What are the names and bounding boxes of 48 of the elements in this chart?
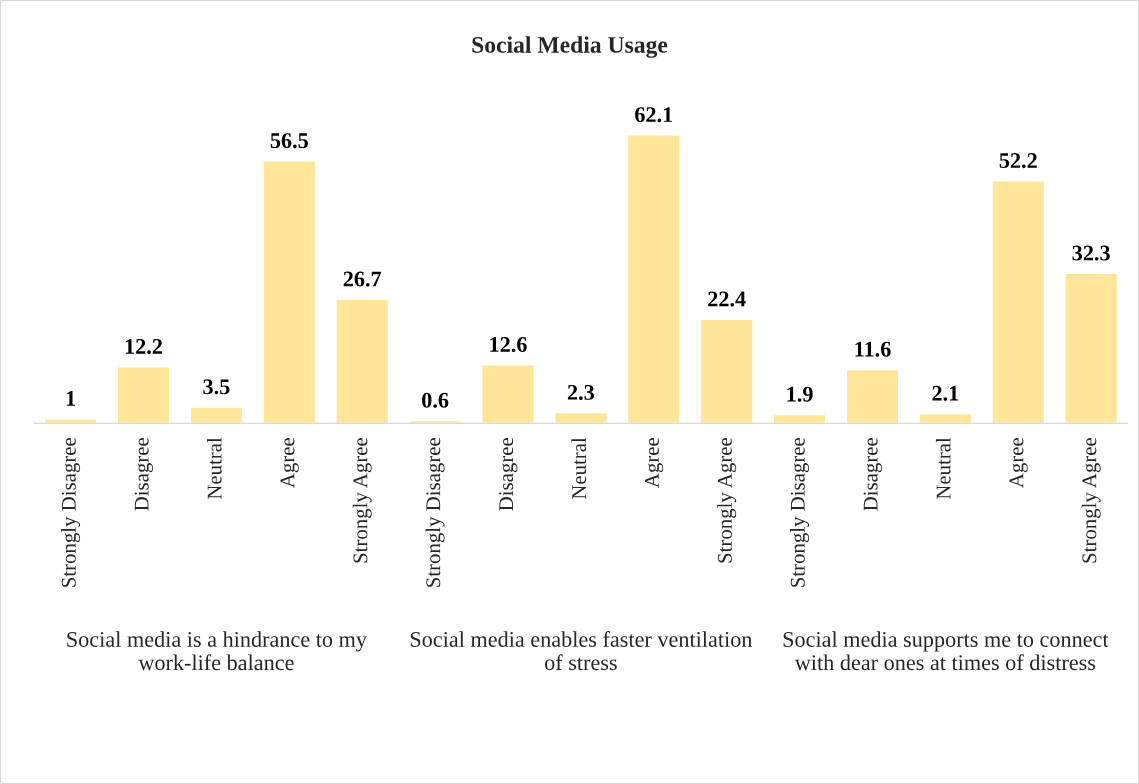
x-tick-label: Strongly Agree: [1081, 437, 1101, 563]
bar: [845, 368, 900, 424]
bar: [481, 364, 535, 424]
data-label: 0.6: [422, 392, 449, 408]
text: Social media is a hindrance to my work-life balance: [67, 631, 367, 671]
bar: [772, 413, 827, 424]
bar: [699, 318, 754, 424]
data-label: 12.2: [125, 338, 162, 354]
data-label: 62.1: [635, 107, 673, 123]
bar: [626, 134, 681, 424]
bar: [335, 298, 390, 424]
x-tick-label: Agree: [280, 437, 299, 488]
x-tick-label: Agree: [644, 437, 664, 488]
x-tick-label: Neutral: [935, 437, 951, 500]
bar: [1064, 272, 1119, 424]
x-tick-label: Strongly Agree: [352, 437, 372, 563]
bar: [553, 411, 608, 424]
x-tick-label: Strongly Disagree: [425, 437, 445, 587]
data-label: 11.6: [855, 341, 891, 357]
x-tick-label: Neutral: [206, 437, 222, 500]
bar: [189, 406, 244, 424]
bar: [116, 365, 171, 424]
x-tick-label: Disagree: [863, 437, 882, 511]
data-label: 1: [66, 390, 76, 406]
data-label: 26.7: [343, 271, 382, 287]
bar: [262, 160, 317, 424]
data-label: 1.9: [787, 386, 813, 402]
x-tick-label: Disagree: [499, 437, 518, 511]
text: Social media enables faster ventilation of stress: [410, 631, 753, 671]
bar: [991, 180, 1046, 424]
x-tick-label: Neutral: [571, 437, 587, 500]
text: Social media supports me to connect with dear ones at times of distress: [783, 631, 1109, 671]
x-tick-label: Disagree: [134, 437, 153, 511]
bar: [918, 412, 973, 424]
data-label: 2.3: [567, 384, 595, 400]
data-label: 3.5: [203, 379, 230, 395]
chart-title: Social Media Usage: [472, 36, 668, 58]
data-label: 52.2: [999, 153, 1037, 169]
data-label: 32.3: [1072, 245, 1110, 261]
x-tick-label: Strongly Agree: [717, 437, 737, 563]
data-label: 22.4: [708, 291, 746, 307]
x-tick-label: Agree: [1009, 437, 1028, 488]
x-tick-label: Strongly Disagree: [790, 437, 810, 587]
data-label: 56.5: [270, 133, 308, 149]
data-label: 12.6: [490, 337, 527, 353]
x-tick-label: Strongly Disagree: [61, 437, 81, 587]
bar: [43, 418, 98, 424]
data-label: 2.1: [932, 385, 959, 401]
